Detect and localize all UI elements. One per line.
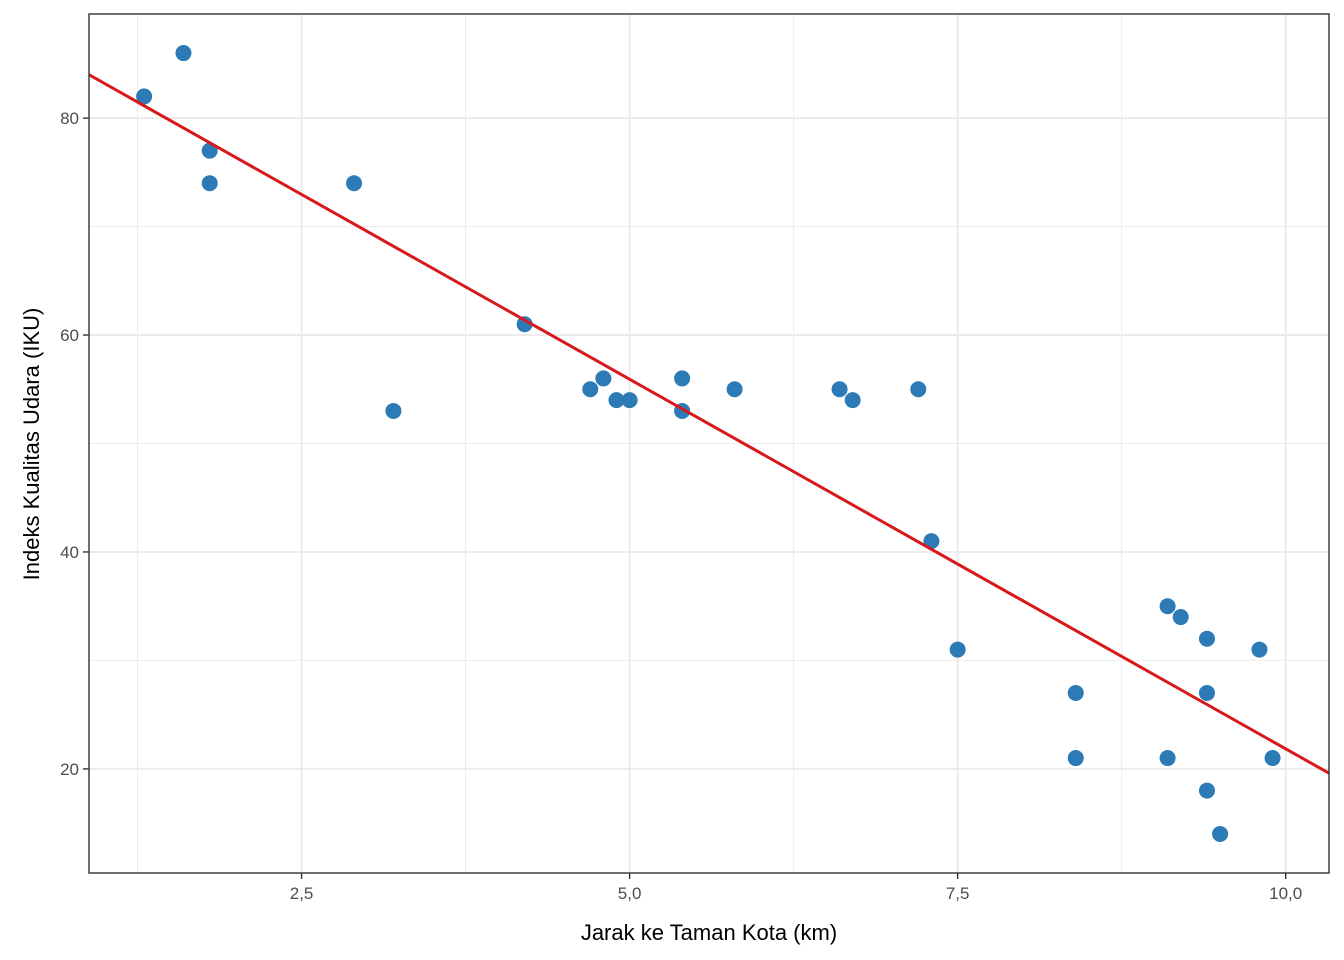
- y-tick-label: 60: [60, 326, 79, 345]
- x-axis-ticks: 2,5 5,0 7,5 10,0: [290, 873, 1302, 903]
- data-point: [949, 641, 966, 658]
- data-point: [516, 316, 533, 333]
- data-point: [201, 175, 218, 192]
- data-point: [346, 175, 363, 192]
- data-point: [136, 88, 153, 105]
- data-point: [1212, 825, 1229, 842]
- y-tick-label: 80: [60, 109, 79, 128]
- data-point: [1198, 684, 1215, 701]
- data-point: [1198, 630, 1215, 647]
- x-tick-label: 10,0: [1269, 884, 1302, 903]
- y-axis-ticks: 20 40 60 80: [60, 109, 89, 779]
- x-tick-label: 7,5: [946, 884, 970, 903]
- data-point: [582, 381, 599, 398]
- data-point: [726, 381, 743, 398]
- y-tick-label: 40: [60, 543, 79, 562]
- data-point: [1172, 609, 1189, 626]
- data-point: [608, 392, 625, 409]
- data-point: [844, 392, 861, 409]
- x-axis-title: Jarak ke Taman Kota (km): [581, 920, 837, 945]
- data-point: [1067, 750, 1084, 767]
- y-tick-label: 20: [60, 760, 79, 779]
- data-point: [385, 402, 402, 419]
- data-point: [923, 533, 940, 550]
- data-point: [175, 45, 192, 62]
- data-point: [1198, 782, 1215, 799]
- data-point: [1264, 750, 1281, 767]
- data-point: [621, 392, 638, 409]
- plot-panel-border: [88, 13, 1330, 874]
- x-tick-label: 2,5: [290, 884, 314, 903]
- minor-gridlines: [89, 14, 1329, 873]
- data-point: [1159, 750, 1176, 767]
- data-point: [910, 381, 927, 398]
- data-point: [1067, 684, 1084, 701]
- regression-line: [88, 73, 1330, 775]
- data-point: [674, 370, 691, 387]
- y-axis-title: Indeks Kualitas Udara (IKU): [19, 308, 44, 581]
- data-point: [595, 370, 612, 387]
- x-tick-label: 5,0: [618, 884, 642, 903]
- data-points: [136, 45, 1281, 842]
- data-point: [1159, 598, 1176, 615]
- data-point: [831, 381, 848, 398]
- major-gridlines: [89, 14, 1329, 873]
- data-point: [1251, 641, 1268, 658]
